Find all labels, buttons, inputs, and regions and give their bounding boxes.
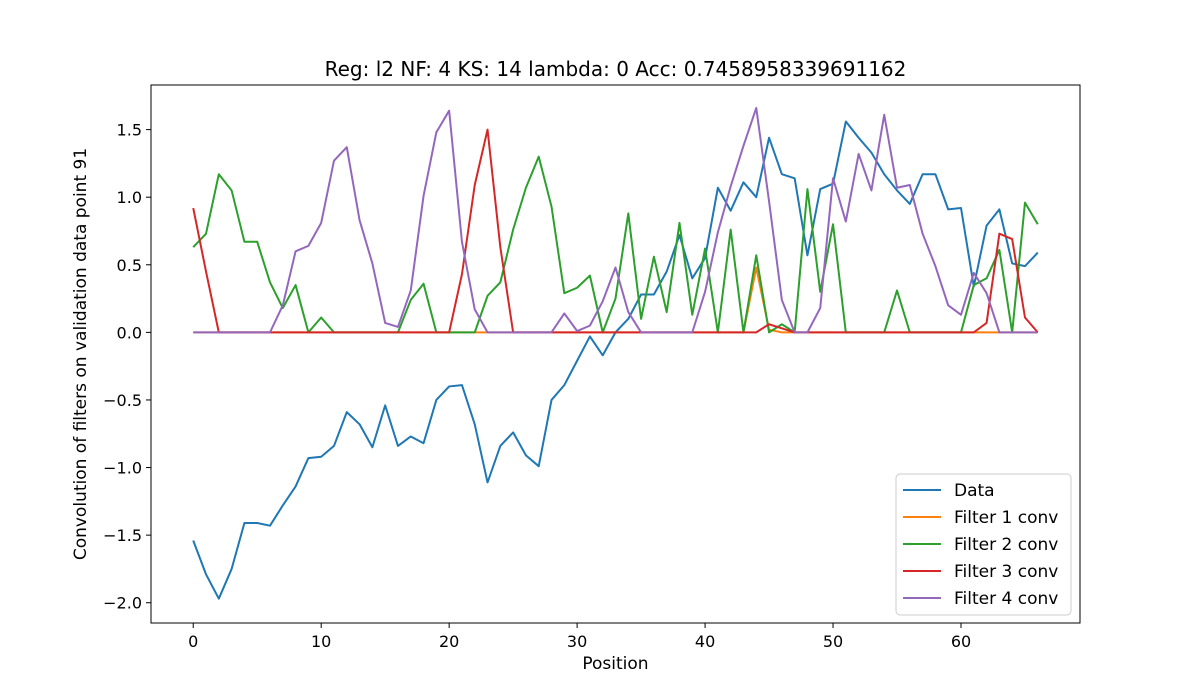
x-tick-label: 40	[695, 632, 715, 651]
plot-area-frame	[150, 84, 1081, 624]
series-layer	[192, 106, 1039, 600]
y-tick-label: 1.0	[117, 188, 142, 207]
legend-label-1: Data	[954, 481, 995, 501]
y-tick-label: −0.5	[103, 391, 142, 410]
legend-label-5: Filter 4 conv	[954, 589, 1058, 609]
x-axis-ticks: 0 10 20 30 40 50 60	[188, 623, 971, 651]
x-tick-label: 10	[311, 632, 331, 651]
legend-box	[895, 473, 1072, 616]
legend-label-2: Filter 1 conv	[954, 508, 1058, 528]
y-tick-label: −1.5	[103, 526, 142, 545]
legend-label-3: Filter 2 conv	[954, 535, 1058, 555]
legend-label-4: Filter 3 conv	[954, 562, 1058, 582]
x-tick-label: 60	[951, 632, 971, 651]
x-axis-label: Position	[582, 654, 648, 674]
y-axis-ticks: −2.0 −1.5 −1.0 −0.5 0.0 0.5 1.0 1.5	[103, 121, 151, 613]
series-line-4	[192, 128, 1039, 334]
y-tick-label: −1.0	[103, 459, 142, 478]
y-axis-label: Convolution of filters on validation dat…	[71, 148, 91, 560]
x-tick-label: 0	[188, 632, 198, 651]
x-tick-label: 20	[439, 632, 459, 651]
chart-title: Reg: l2 NF: 4 KS: 14 lambda: 0 Acc: 0.74…	[325, 57, 907, 81]
y-tick-label: 1.5	[117, 121, 142, 140]
series-line-5	[193, 106, 1038, 334]
legend: Data Filter 1 conv Filter 2 conv Filter 3 c…	[895, 473, 1072, 616]
x-tick-label: 50	[823, 632, 843, 651]
y-tick-label: 0.0	[117, 323, 142, 342]
x-tick-label: 30	[567, 632, 587, 651]
y-tick-label: −2.0	[103, 594, 142, 613]
y-tick-label: 0.5	[117, 256, 142, 275]
